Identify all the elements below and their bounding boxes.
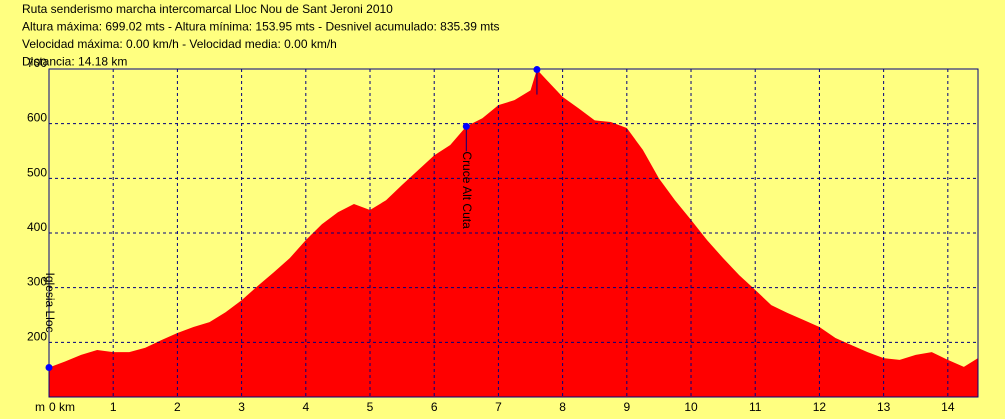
x-tick-label: 10 <box>684 400 698 414</box>
x-tick-label: 0 km <box>49 400 75 414</box>
x-tick-label: 8 <box>559 400 566 414</box>
waypoint-label: Iglesia Lloc <box>43 272 57 332</box>
y-tick-label: 200 <box>27 329 47 343</box>
y-tick-label: 700 <box>27 56 47 70</box>
x-tick-label: 11 <box>749 400 762 414</box>
x-tick-label: 4 <box>302 400 309 414</box>
header-line: Ruta senderismo marcha intercomarcal Llo… <box>22 2 393 16</box>
waypoint-marker <box>462 122 470 130</box>
x-tick-label: 14 <box>941 400 955 414</box>
x-tick-label: 7 <box>495 400 502 414</box>
x-tick-label: 5 <box>367 400 374 414</box>
x-tick-label: 9 <box>623 400 630 414</box>
header-line: Altura máxima: 699.02 mts - Altura mínim… <box>22 20 500 34</box>
x-tick-label: 3 <box>238 400 245 414</box>
waypoint-marker <box>533 66 541 74</box>
x-tick-label: 12 <box>813 400 827 414</box>
y-tick-label: 400 <box>27 220 47 234</box>
x-tick-label: 6 <box>431 400 438 414</box>
x-tick-label: 13 <box>877 400 891 414</box>
waypoint-label: Cruce Alt Cuta <box>460 151 474 229</box>
y-tick-label: 300 <box>27 275 47 289</box>
header-line: Velocidad máxima: 0.00 km/h - Velocidad … <box>22 37 337 51</box>
waypoint-marker <box>45 363 53 371</box>
y-tick-label: 600 <box>27 111 47 125</box>
header-line: Distancia: 14.18 km <box>22 55 127 69</box>
plot-border <box>48 68 979 398</box>
x-tick-label: 2 <box>174 400 181 414</box>
y-tick-label: 500 <box>27 165 47 179</box>
x-tick-label: 1 <box>110 400 117 414</box>
y-axis-label: m <box>35 400 45 414</box>
